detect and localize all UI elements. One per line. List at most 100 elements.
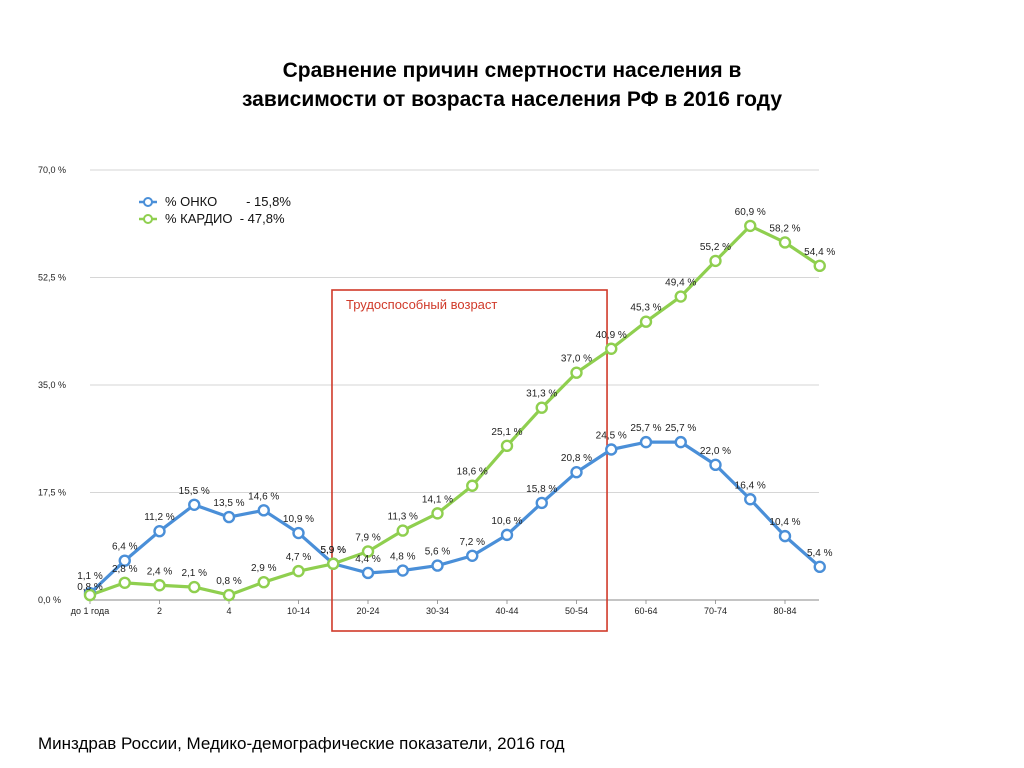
- data-point-onko: [639, 435, 653, 449]
- data-label-kardio: 31,3 %: [526, 389, 557, 400]
- data-point-onko: [153, 525, 166, 538]
- data-point-onko: [257, 504, 270, 517]
- data-point-onko: [674, 435, 687, 449]
- data-label-onko: 14,6 %: [248, 491, 279, 502]
- data-point-onko: [396, 564, 409, 577]
- data-label-onko: 10,4 %: [769, 517, 800, 528]
- x-tick-label: 60-64: [634, 606, 657, 616]
- data-point-kardio: [674, 290, 687, 303]
- legend-label: % КАРДИО - 47,8%: [165, 211, 285, 226]
- data-label-kardio: 11,3 %: [388, 512, 418, 523]
- x-tick-label: 2: [157, 606, 162, 616]
- data-point-kardio: [744, 219, 757, 233]
- working-age-label: Трудоспособный возраст: [346, 297, 497, 312]
- data-point-onko: [361, 566, 375, 580]
- title-line-2: зависимости от возраста населения РФ в 2…: [241, 88, 782, 111]
- data-label-onko: 5,9 %: [320, 545, 346, 556]
- title-line-1: Сравнение причин смертности населения в: [282, 59, 742, 82]
- data-point-kardio: [709, 254, 722, 268]
- data-label-onko: 4,4 %: [355, 554, 381, 565]
- data-point-kardio: [292, 564, 305, 578]
- x-tick-label: 70-74: [704, 606, 727, 616]
- data-point-kardio: [605, 342, 618, 355]
- data-point-kardio: [639, 315, 653, 328]
- data-point-onko: [431, 559, 444, 572]
- data-label-onko: 20,8 %: [561, 453, 592, 464]
- data-label-kardio: 25,1 %: [491, 427, 522, 438]
- data-label-kardio: 60,9 %: [735, 207, 766, 218]
- legend-label: % ОНКО - 15,8%: [165, 194, 291, 209]
- data-label-kardio: 7,9 %: [355, 532, 381, 543]
- series-line-kardio: [89, 224, 821, 597]
- data-label-onko: 16,4 %: [735, 480, 766, 491]
- data-point-kardio: [83, 588, 97, 602]
- data-label-onko: 5,4 %: [807, 548, 833, 559]
- data-label-kardio: 0,8 %: [216, 576, 242, 587]
- data-point-kardio: [466, 479, 479, 492]
- x-tick-label: 4: [226, 606, 231, 616]
- y-tick-label: 17,5 %: [38, 488, 66, 498]
- source-footnote: Минздрав России, Медико-демографические …: [38, 734, 565, 753]
- data-label-kardio: 14,1 %: [422, 494, 453, 505]
- data-label-kardio: 2,9 %: [251, 563, 277, 574]
- data-label-onko: 25,7 %: [630, 423, 661, 434]
- data-label-kardio: 2,8 %: [112, 564, 138, 575]
- data-label-kardio: 54,4 %: [804, 247, 835, 258]
- data-label-onko: 7,2 %: [459, 537, 485, 548]
- data-label-onko: 6,4 %: [112, 542, 138, 553]
- data-label-onko: 22,0 %: [700, 446, 731, 457]
- data-point-kardio: [500, 439, 514, 453]
- page-title: Сравнение причин смертности населения в …: [0, 56, 1024, 114]
- data-point-kardio: [153, 579, 166, 592]
- y-tick-label: 70,0 %: [38, 165, 66, 175]
- data-label-onko: 10,9 %: [283, 514, 314, 525]
- x-tick-label: 40-44: [495, 606, 518, 616]
- data-label-onko: 4,8 %: [390, 552, 416, 563]
- y-tick-label: 52,5 %: [38, 273, 66, 283]
- data-point-kardio: [118, 576, 131, 589]
- data-label-kardio: 37,0 %: [561, 354, 592, 365]
- data-point-onko: [744, 493, 757, 506]
- x-tick-label: до 1 года: [71, 606, 109, 616]
- data-label-onko: 5,6 %: [425, 547, 451, 558]
- data-label-onko: 15,5 %: [179, 486, 210, 497]
- data-point-onko: [222, 510, 236, 524]
- data-point-kardio: [535, 401, 548, 414]
- x-tick-label: 10-14: [287, 606, 310, 616]
- data-label-kardio: 49,4 %: [665, 278, 696, 289]
- data-label-onko: 24,5 %: [596, 431, 627, 442]
- data-label-kardio: 2,4 %: [147, 566, 173, 577]
- data-label-kardio: 40,9 %: [596, 330, 627, 341]
- series-line-onko: [88, 440, 821, 595]
- data-label-onko: 1,1 %: [77, 571, 103, 582]
- data-label-onko: 13,5 %: [213, 498, 244, 509]
- y-tick-label: 0,0 %: [38, 595, 61, 605]
- data-point-kardio: [431, 507, 444, 520]
- data-point-onko: [188, 498, 201, 511]
- data-point-kardio: [396, 524, 409, 537]
- legend: % ОНКО - 15,8% % КАРДИО - 47,8%: [139, 194, 291, 226]
- data-point-kardio: [570, 366, 583, 379]
- data-label-onko: 11,2 %: [144, 512, 174, 523]
- data-point-onko: [118, 554, 131, 567]
- data-point-kardio: [327, 557, 340, 570]
- data-point-onko: [292, 526, 305, 540]
- data-label-kardio: 5,9 %: [320, 545, 346, 556]
- data-point-onko: [709, 458, 722, 472]
- data-label-kardio: 18,6 %: [457, 467, 488, 478]
- legend-swatch-marker: [143, 197, 153, 207]
- data-point-kardio: [222, 588, 236, 602]
- data-label-kardio: 4,7 %: [286, 552, 312, 563]
- data-label-onko: 15,8 %: [526, 484, 557, 495]
- data-point-onko: [535, 496, 548, 510]
- legend-swatch-marker: [143, 214, 153, 224]
- data-point-kardio: [188, 580, 201, 594]
- data-point-kardio: [778, 236, 792, 249]
- data-label-onko: 25,7 %: [665, 423, 696, 434]
- data-point-kardio: [257, 575, 270, 589]
- data-label-kardio: 45,3 %: [630, 303, 661, 314]
- x-tick-label: 80-84: [773, 606, 796, 616]
- data-point-onko: [813, 560, 826, 574]
- data-point-onko: [466, 549, 479, 562]
